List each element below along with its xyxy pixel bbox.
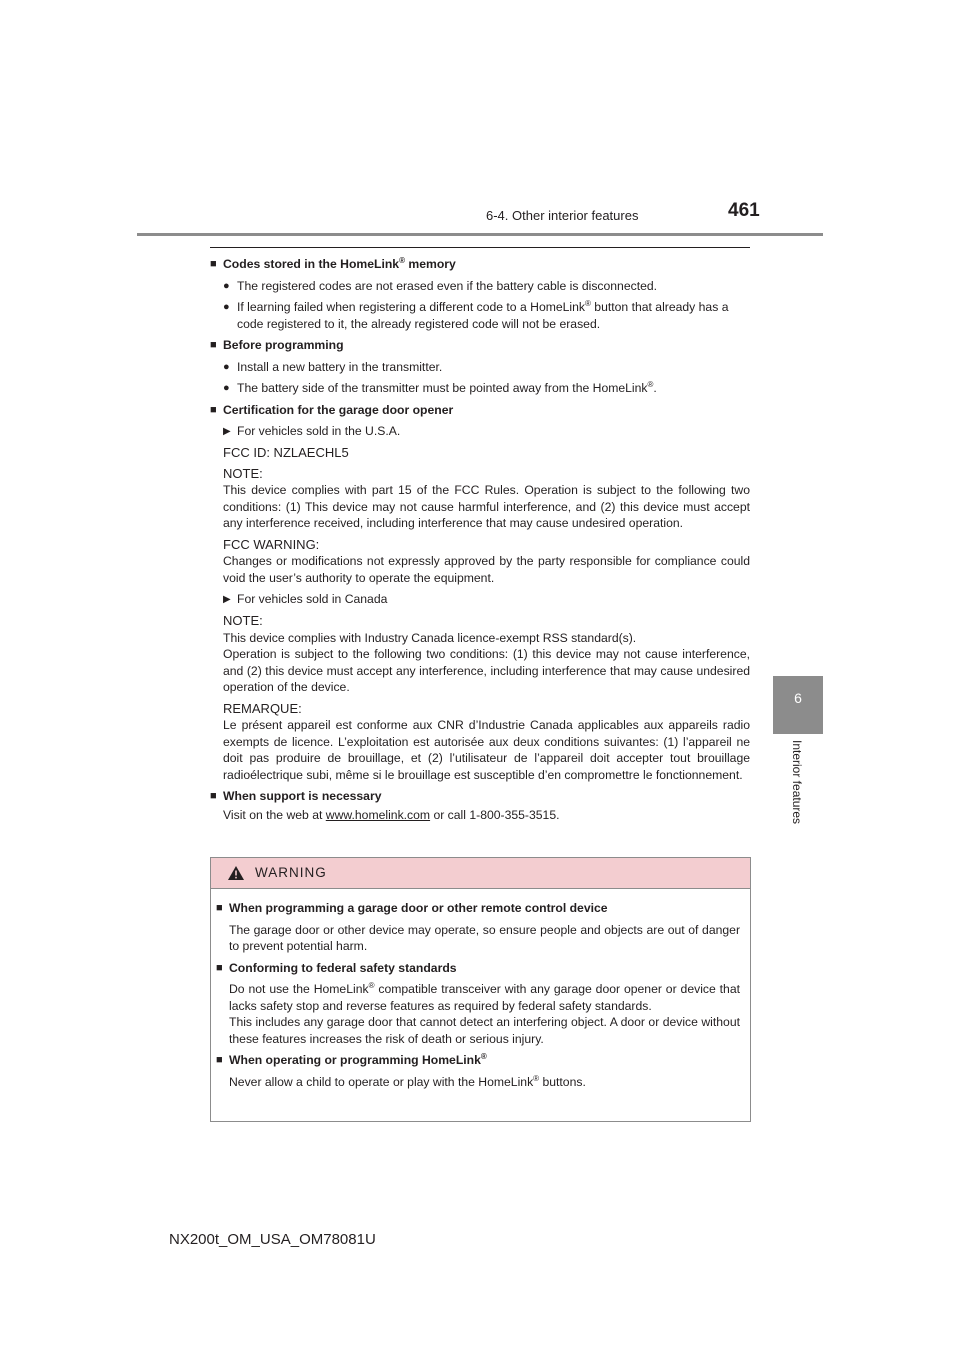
fcc-warning-body: Changes or modifications not expressly a…: [223, 554, 750, 585]
fcc-id: FCC ID: NZLAECHL5: [223, 445, 349, 460]
heading-support: ■ When support is necessary: [210, 789, 382, 803]
chapter-tab-number: 6: [794, 690, 802, 706]
warning-text-1: The garage door or other device may oper…: [229, 922, 740, 954]
remarque-title: REMARQUE:: [223, 700, 302, 716]
warning-text-3: Never allow a child to operate or play w…: [229, 1073, 586, 1089]
chapter-tab-label: Interior features: [790, 740, 804, 825]
canada-subheading: ▶ For vehicles sold in Canada: [223, 592, 388, 606]
warning-text-2: Do not use the HomeLink® compatible tran…: [229, 980, 740, 1013]
list-item: ● Install a new battery in the transmitt…: [223, 359, 443, 374]
header-section-title: 6-4. Other interior features: [486, 208, 639, 223]
chapter-tab: [773, 676, 823, 734]
square-bullet-icon: ■: [216, 961, 223, 974]
canada-note-line2: Operation is subject to the following tw…: [223, 647, 750, 694]
content-divider: [210, 247, 750, 248]
heading-before-programming: ■ Before programming: [210, 338, 344, 352]
warning-text-2b: This includes any garage door that canno…: [229, 1015, 740, 1046]
square-bullet-icon: ■: [210, 403, 217, 416]
note-title: NOTE:: [223, 465, 263, 481]
list-item: ● If learning failed when registering a …: [223, 298, 729, 331]
heading-codes-stored: ■ Codes stored in the HomeLink® memory: [210, 255, 456, 271]
remarque-body: Le présent appareil est conforme aux CNR…: [223, 718, 750, 782]
dot-bullet-icon: ●: [223, 279, 230, 292]
arrow-bullet-icon: ▶: [223, 426, 231, 437]
warning-header: WARNING: [211, 858, 750, 889]
warning-heading-2: ■ Conforming to federal safety standards: [216, 960, 457, 975]
document-code: NX200t_OM_USA_OM78081U: [169, 1231, 376, 1248]
heading-certification: ■ Certification for the garage door open…: [210, 402, 454, 417]
fcc-warning-title: FCC WARNING:: [223, 536, 320, 552]
dot-bullet-icon: ●: [223, 360, 230, 373]
main-content: ■ Codes stored in the HomeLink® memory ●…: [210, 256, 750, 828]
header-divider: [137, 233, 823, 236]
warning-title: WARNING: [255, 865, 327, 880]
square-bullet-icon: ■: [216, 1054, 223, 1066]
list-item: ● The battery side of the transmitter mu…: [223, 379, 657, 395]
square-bullet-icon: ■: [210, 790, 217, 802]
note-body: This device complies with part 15 of the…: [223, 483, 750, 530]
square-bullet-icon: ■: [216, 902, 223, 914]
support-text: Visit on the web at www.homelink.com or …: [223, 807, 560, 822]
usa-subheading: ▶ For vehicles sold in the U.S.A.: [223, 424, 401, 438]
dot-bullet-icon: ●: [223, 382, 230, 394]
dot-bullet-icon: ●: [223, 301, 230, 313]
warning-box: WARNING ■ When programming a garage door…: [210, 857, 751, 1122]
warning-body: ■ When programming a garage door or othe…: [216, 900, 740, 1095]
warning-heading-3: ■ When operating or programming HomeLink…: [216, 1051, 487, 1067]
canada-note-title: NOTE:: [223, 613, 263, 628]
list-item: ● The registered codes are not erased ev…: [223, 278, 658, 293]
homelink-website-link[interactable]: www.homelink.com: [325, 807, 431, 822]
square-bullet-icon: ■: [210, 258, 217, 270]
square-bullet-icon: ■: [210, 339, 217, 351]
canada-note-line1: This device complies with Industry Canad…: [223, 630, 637, 645]
warning-triangle-icon: [228, 866, 244, 880]
page-number: 461: [728, 200, 760, 221]
arrow-bullet-icon: ▶: [223, 594, 231, 605]
warning-heading-1: ■ When programming a garage door or othe…: [216, 901, 608, 915]
